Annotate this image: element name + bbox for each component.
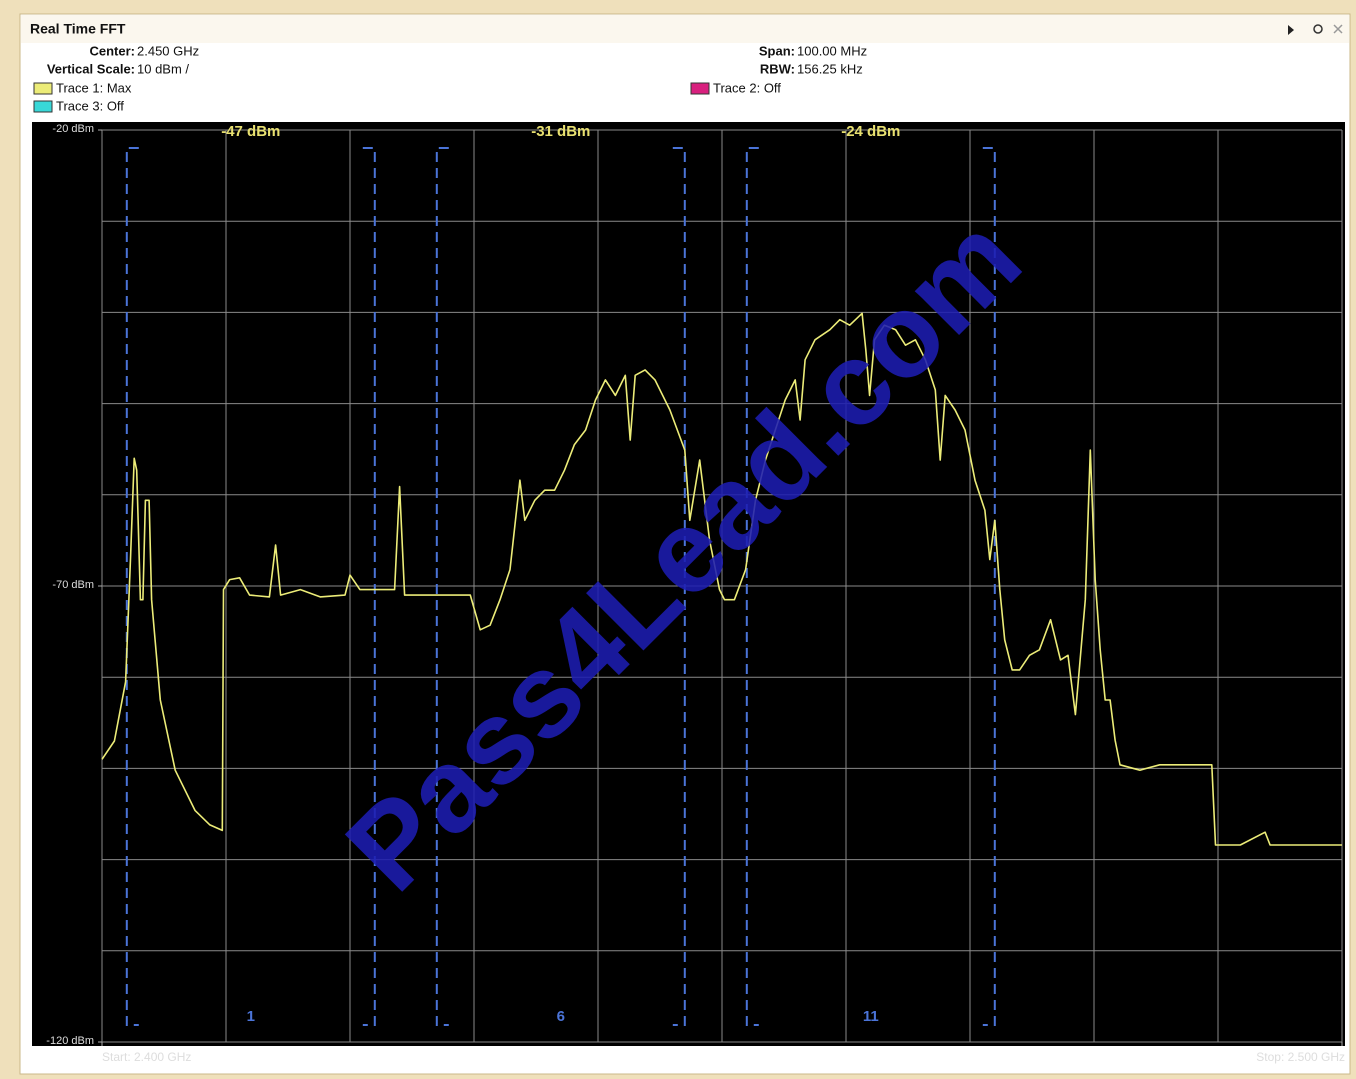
legend-label: Trace 3: Off <box>56 98 124 113</box>
y-tick-label: -120 dBm <box>46 1035 94 1047</box>
zoom-icon[interactable] <box>1313 24 1323 34</box>
y-tick-label: -20 dBm <box>52 123 94 135</box>
x-tick-label: Start: 2.400 GHz <box>102 1050 191 1064</box>
window-controls[interactable] <box>1288 24 1343 35</box>
legend-label: Trace 2: Off <box>713 80 781 95</box>
legend-label: Trace 1: Max <box>56 80 132 95</box>
channel-edge <box>672 147 686 1026</box>
channel-power: -31 dBm <box>531 123 590 140</box>
legend-swatch <box>33 100 53 113</box>
y-tick-label: -70 dBm <box>52 579 94 591</box>
setting-value: 10 dBm / <box>137 61 189 76</box>
plot-background <box>32 122 1345 1046</box>
channel-label: 1 <box>247 1008 255 1025</box>
setting-value: 2.450 GHz <box>137 43 199 58</box>
close-icon[interactable] <box>1333 24 1343 34</box>
channel-edge <box>982 147 996 1026</box>
setting-label: RBW: <box>760 61 795 76</box>
channel-label: 11 <box>863 1008 879 1025</box>
trace-line <box>101 312 1342 846</box>
setting-label: Vertical Scale: <box>47 61 135 76</box>
channel-edge <box>745 147 759 1026</box>
title-bar <box>21 15 1349 43</box>
x-tick-label: Stop: 2.500 GHz <box>1256 1050 1345 1064</box>
setting-value: 100.00 MHz <box>797 43 867 58</box>
channel-power: -47 dBm <box>221 123 280 140</box>
channel-edge <box>125 147 139 1026</box>
menu-arrow[interactable] <box>1288 25 1294 35</box>
legend-swatch <box>690 82 710 95</box>
legend-swatch <box>33 82 53 95</box>
channel-power: -24 dBm <box>841 123 900 140</box>
channel-label: 6 <box>557 1008 565 1025</box>
setting-value: 156.25 kHz <box>797 61 863 76</box>
channel-edge <box>435 147 449 1026</box>
setting-label: Span: <box>759 43 795 58</box>
channel-edge <box>362 147 376 1026</box>
setting-label: Center: <box>89 43 135 58</box>
window-title: Real Time FFT <box>30 21 126 37</box>
